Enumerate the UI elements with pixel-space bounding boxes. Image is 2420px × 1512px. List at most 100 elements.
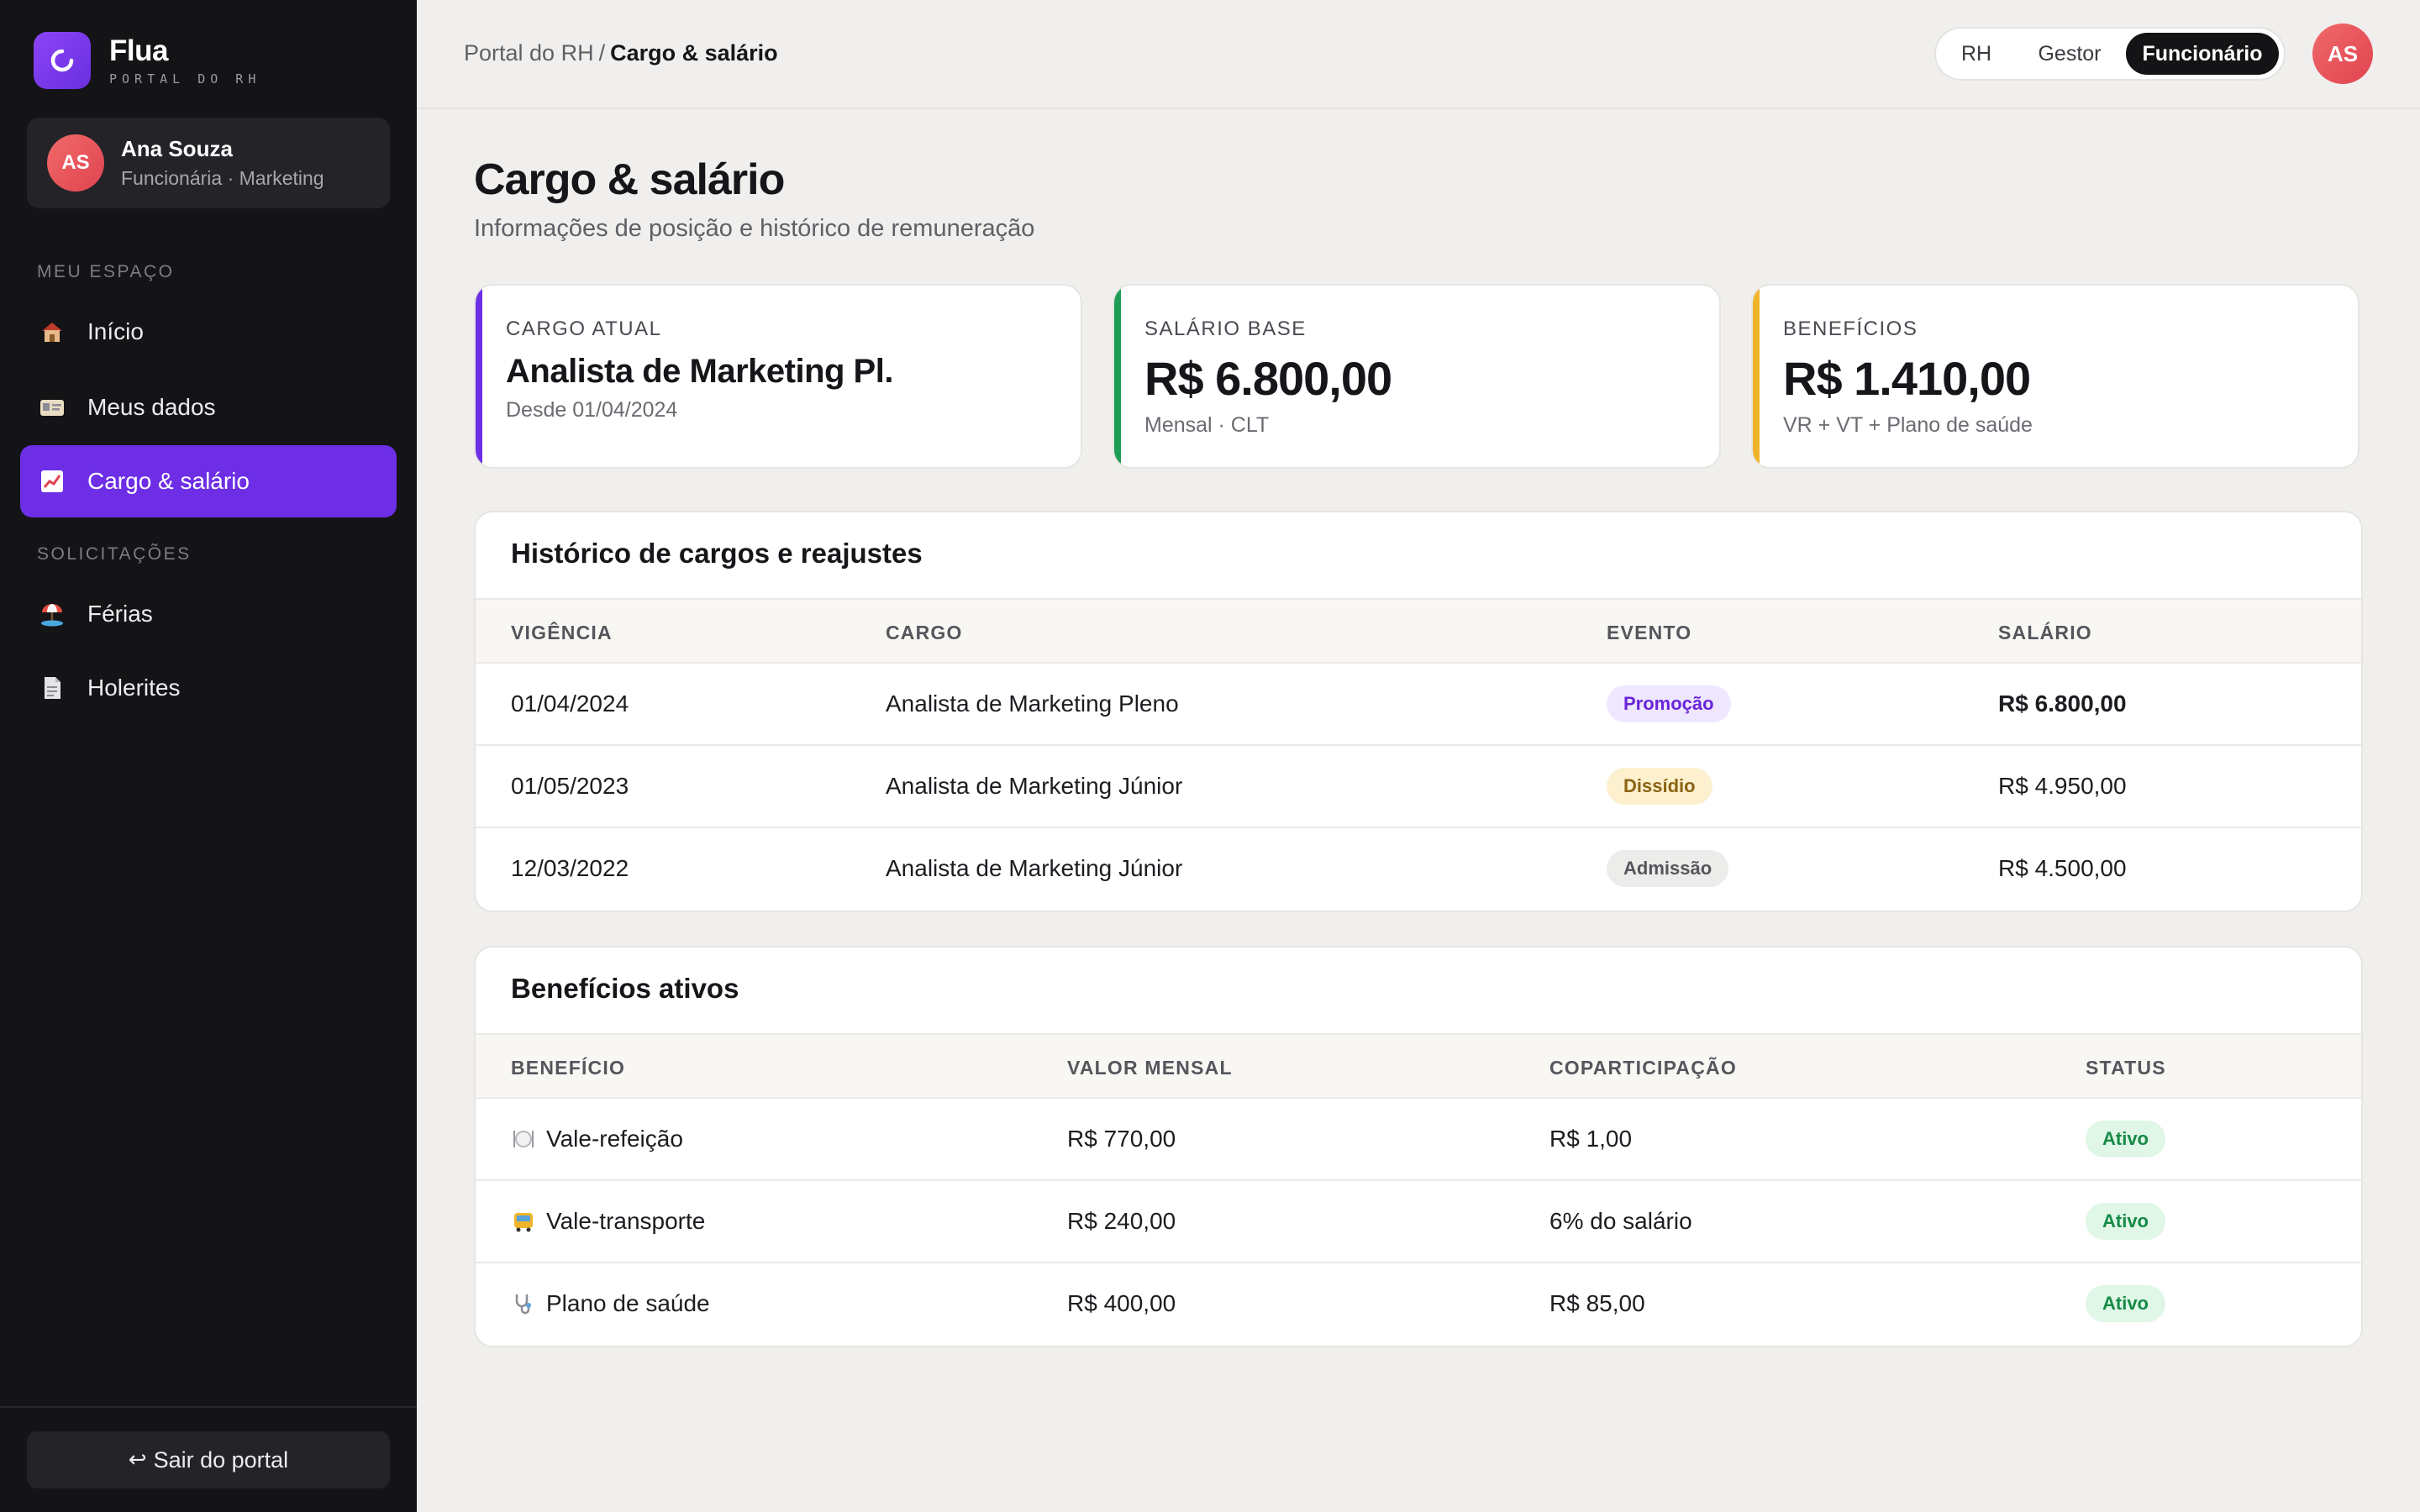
cell-benefit: Vale-refeição (511, 1126, 683, 1152)
column-header[interactable]: SALÁRIO (1998, 622, 2092, 643)
stat-value: R$ 1.410,00 (1783, 352, 2031, 405)
cell-copay: R$ 1,00 (1549, 1126, 1633, 1152)
stat-note: Desde 01/04/2024 (506, 398, 678, 422)
accent-bar (1753, 286, 1760, 467)
status-badge: Promoção (1607, 685, 1731, 722)
benefits-panel: Benefícios ativos BENEFÍCIO VALOR MENSAL… (474, 946, 2363, 1347)
bus-icon (511, 1209, 536, 1234)
breadcrumb-current: Cargo & salário (610, 40, 778, 66)
benefit-name: Plano de saúde (546, 1290, 710, 1316)
section-label-solicitacoes: SOLICITAÇÕES (37, 544, 192, 564)
cell-copay: 6% do salário (1549, 1208, 1692, 1234)
page-subtitle: Informações de posição e histórico de re… (474, 215, 1035, 242)
column-header[interactable]: EVENTO (1607, 622, 1692, 643)
page-title: Cargo & salário (474, 155, 785, 204)
logout-label: Sair do portal (153, 1446, 289, 1473)
avatar: AS (47, 134, 104, 192)
stat-card-beneficios: BENEFÍCIOS R$ 1.410,00 VR + VT + Plano d… (1751, 284, 2360, 469)
stat-card-salario-base: SALÁRIO BASE R$ 6.800,00 Mensal · CLT (1113, 284, 1721, 469)
return-arrow-icon: ↩ (128, 1447, 147, 1473)
accent-bar (1114, 286, 1121, 467)
column-header[interactable]: COPARTICIPAÇÃO (1549, 1057, 1737, 1079)
stat-value: R$ 6.800,00 (1144, 352, 1392, 405)
cell-benefit: Plano de saúde (511, 1290, 710, 1317)
brand-name: Flua (109, 34, 168, 67)
sidebar-item-holerites[interactable]: Holerites (20, 652, 397, 724)
sidebar: Flua PORTAL DO RH AS Ana Souza Funcionár… (0, 0, 417, 1512)
role-option-funcionario[interactable]: Funcionário (2126, 33, 2279, 75)
benefit-name: Vale-refeição (546, 1126, 683, 1152)
panel-title: Benefícios ativos (511, 973, 739, 1004)
status-badge: Dissídio (1607, 768, 1712, 805)
plate-cutlery-icon (511, 1126, 536, 1152)
stat-card-cargo-atual: CARGO ATUAL Analista de Marketing Pl. De… (474, 284, 1082, 469)
accent-bar (476, 286, 482, 467)
table-header: BENEFÍCIO VALOR MENSAL COPARTICIPAÇÃO ST… (476, 1033, 2361, 1099)
table-header: VIGÊNCIA CARGO EVENTO SALÁRIO (476, 598, 2361, 664)
document-icon (37, 673, 67, 703)
cell-salary: R$ 6.800,00 (1998, 690, 2127, 717)
brand-logo-icon (34, 32, 91, 89)
sidebar-item-label: Férias (87, 601, 153, 627)
status-badge: Ativo (2086, 1285, 2165, 1322)
sidebar-item-label: Início (87, 318, 144, 344)
sidebar-item-cargo-salario[interactable]: Cargo & salário (20, 445, 397, 517)
table-row[interactable]: Plano de saúde R$ 400,00 R$ 85,00 Ativo (476, 1263, 2361, 1346)
stat-value: Analista de Marketing Pl. (506, 353, 893, 390)
cell-date: 12/03/2022 (511, 855, 629, 881)
column-header[interactable]: VALOR MENSAL (1067, 1057, 1233, 1079)
chart-up-icon (37, 466, 67, 496)
role-option-rh[interactable]: RH (1960, 41, 1992, 66)
table-row[interactable]: Vale-transporte R$ 240,00 6% do salário … (476, 1181, 2361, 1263)
cell-copay: R$ 85,00 (1549, 1290, 1645, 1316)
table-row[interactable]: 12/03/2022 Analista de Marketing Júnior … (476, 828, 2361, 911)
history-panel: Histórico de cargos e reajustes VIGÊNCIA… (474, 511, 2363, 912)
breadcrumb-root[interactable]: Portal do RH (464, 40, 594, 66)
stat-note: VR + VT + Plano de saúde (1783, 413, 2033, 437)
cell-role: Analista de Marketing Júnior (886, 855, 1183, 881)
id-card-icon (37, 392, 67, 423)
sidebar-item-ferias[interactable]: Férias (20, 578, 397, 650)
column-header[interactable]: STATUS (2086, 1057, 2166, 1079)
cell-benefit: Vale-transporte (511, 1208, 705, 1235)
stat-note: Mensal · CLT (1144, 413, 1270, 437)
role-option-gestor[interactable]: Gestor (2038, 41, 2102, 66)
column-header[interactable]: CARGO (886, 622, 963, 643)
status-badge: Ativo (2086, 1121, 2165, 1158)
avatar[interactable]: AS (2312, 24, 2373, 84)
house-icon (37, 317, 67, 347)
column-header[interactable]: VIGÊNCIA (511, 622, 613, 643)
stat-label: CARGO ATUAL (506, 318, 662, 340)
cell-value: R$ 770,00 (1067, 1126, 1176, 1152)
user-card[interactable]: AS Ana Souza Funcionária · Marketing (27, 118, 390, 208)
stat-label: BENEFÍCIOS (1783, 318, 1918, 340)
panel-title: Histórico de cargos e reajustes (511, 538, 923, 569)
sidebar-item-label: Meus dados (87, 394, 216, 420)
logout-button[interactable]: ↩ Sair do portal (27, 1431, 390, 1488)
stat-label: SALÁRIO BASE (1144, 318, 1307, 340)
cell-salary: R$ 4.950,00 (1998, 773, 2127, 799)
stethoscope-icon (511, 1291, 536, 1316)
cell-role: Analista de Marketing Júnior (886, 773, 1183, 799)
column-header[interactable]: BENEFÍCIO (511, 1057, 626, 1079)
table-row[interactable]: Vale-refeição R$ 770,00 R$ 1,00 Ativo (476, 1099, 2361, 1181)
user-role: Funcionária · Marketing (121, 167, 324, 189)
sidebar-item-label: Cargo & salário (87, 468, 250, 494)
status-badge: Ativo (2086, 1203, 2165, 1240)
sidebar-item-inicio[interactable]: Início (20, 296, 397, 368)
table-row[interactable]: 01/04/2024 Analista de Marketing Pleno P… (476, 664, 2361, 746)
brand[interactable]: Flua PORTAL DO RH (34, 32, 260, 89)
role-switcher: RH Gestor Funcionário (1934, 27, 2286, 81)
cell-value: R$ 400,00 (1067, 1290, 1176, 1316)
cell-date: 01/04/2024 (511, 690, 629, 717)
sidebar-item-label: Holerites (87, 675, 181, 701)
table-row[interactable]: 01/05/2023 Analista de Marketing Júnior … (476, 746, 2361, 828)
breadcrumb: Portal do RH / Cargo & salário (464, 40, 778, 66)
cell-salary: R$ 4.500,00 (1998, 855, 2127, 881)
cell-role: Analista de Marketing Pleno (886, 690, 1179, 717)
sidebar-divider (0, 1406, 417, 1408)
brand-subtitle: PORTAL DO RH (109, 71, 261, 87)
section-label-meu-espaco: MEU ESPAÇO (37, 262, 175, 281)
benefit-name: Vale-transporte (546, 1208, 706, 1234)
sidebar-item-meus-dados[interactable]: Meus dados (20, 371, 397, 444)
